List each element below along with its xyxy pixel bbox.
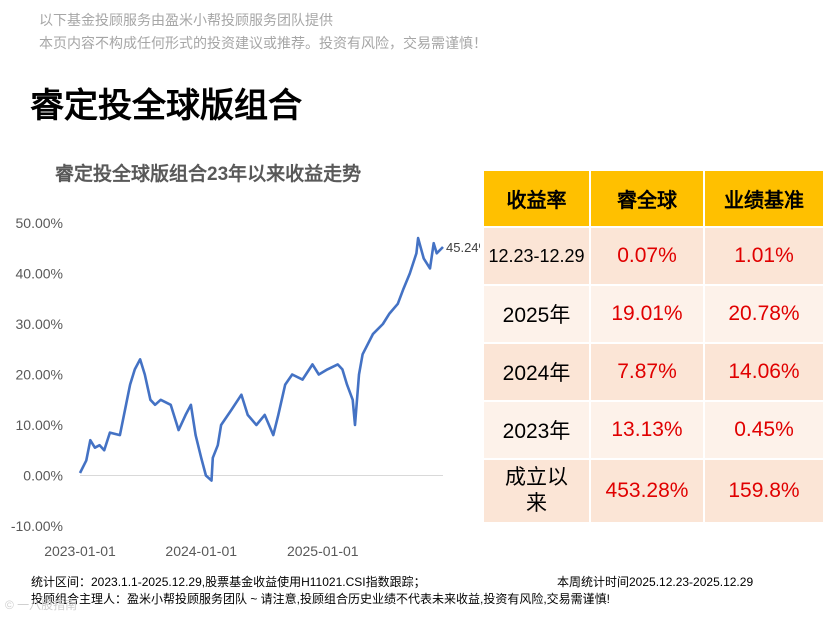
table-row: 2024年 7.87% 14.06%: [482, 342, 825, 402]
row-benchmark-value: 14.06%: [703, 342, 825, 402]
x-tick-label: 2023-01-01: [44, 543, 116, 559]
row-benchmark-value: 0.45%: [703, 400, 825, 460]
header-fund: 睿全球: [589, 169, 705, 228]
line-chart: 50.00% 40.00% 30.00% 20.00% 10.00% 0.00% -10.0…: [11, 215, 480, 559]
row-benchmark-value: 159.8%: [703, 458, 825, 524]
y-tick-label: 30.00%: [16, 316, 63, 332]
header-benchmark: 业绩基准: [703, 169, 825, 228]
y-tick-label: 20.00%: [16, 367, 63, 383]
x-tick-label: 2024-01-01: [165, 543, 237, 559]
y-tick-label: 50.00%: [16, 215, 63, 231]
row-label: 12.23-12.29: [482, 226, 591, 286]
row-fund-value: 19.01%: [589, 284, 705, 344]
disclaimer-line-2: 本页内容不构成任何形式的投资建议或推荐。投资有风险，交易需谨慎！: [39, 35, 487, 51]
returns-table: 收益率 睿全球 业绩基准 12.23-12.29 0.07% 1.01% 202…: [482, 169, 825, 524]
header-return: 收益率: [482, 169, 591, 228]
end-value-label: 45.24%: [446, 240, 480, 255]
row-label: 2024年: [482, 342, 591, 402]
row-benchmark-value: 1.01%: [703, 226, 825, 286]
row-label: 2025年: [482, 284, 591, 344]
table-row: 2023年 13.13% 0.45%: [482, 400, 825, 460]
footnote-line-1: 统计区间：2023.1.1-2025.12.29,股票基金收益使用H11021.…: [31, 575, 426, 589]
x-tick-label: 2025-01-01: [287, 543, 359, 559]
y-tick-label: -10.00%: [11, 518, 63, 534]
watermark: © 一八股指南: [5, 598, 78, 612]
row-benchmark-value: 20.78%: [703, 284, 825, 344]
table-row: 2025年 19.01% 20.78%: [482, 284, 825, 344]
chart-title: 睿定投全球版组合23年以来收益走势: [55, 164, 362, 185]
y-axis-ticks: 50.00% 40.00% 30.00% 20.00% 10.00% 0.00% -10.0…: [11, 215, 63, 534]
table-row: 成立以来 453.28% 159.8%: [482, 458, 825, 524]
table-header-row: 收益率 睿全球 业绩基准: [482, 169, 825, 228]
row-fund-value: 453.28%: [589, 458, 705, 524]
y-tick-label: 0.00%: [23, 468, 63, 484]
disclaimer-line-1: 以下基金投顾服务由盈米小帮投顾服务团队提供: [39, 12, 333, 28]
row-fund-value: 13.13%: [589, 400, 705, 460]
y-tick-label: 40.00%: [16, 266, 63, 282]
row-label: 2023年: [482, 400, 591, 460]
x-axis-ticks: 2023-01-01 2024-01-01 2025-01-01: [44, 543, 359, 559]
page-title: 睿定投全球版组合: [30, 87, 302, 125]
row-fund-value: 0.07%: [589, 226, 705, 286]
row-label: 成立以来: [482, 458, 591, 524]
series-line: [78, 236, 444, 482]
footnote-stat-period: 本周统计时间2025.12.23-2025.12.29: [557, 575, 754, 589]
table-row: 12.23-12.29 0.07% 1.01%: [482, 226, 825, 286]
row-fund-value: 7.87%: [589, 342, 705, 402]
y-tick-label: 10.00%: [16, 417, 63, 433]
footnote-line-2: 投顾组合主理人：盈米小帮投顾服务团队 ~ 请注意,投顾组合历史业绩不代表未来收益…: [31, 592, 611, 606]
